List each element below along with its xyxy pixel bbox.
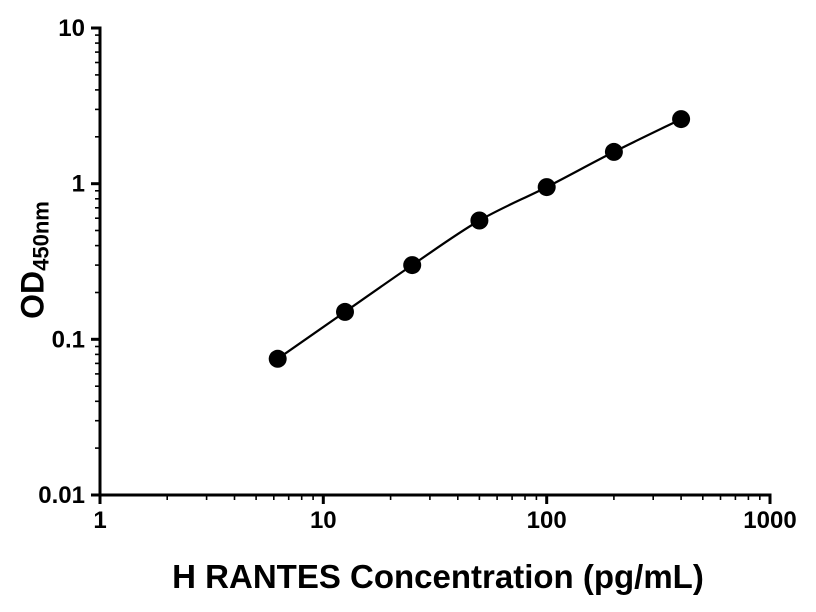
x-tick-label: 100 (527, 507, 567, 534)
y-tick-label: 0.1 (52, 326, 85, 353)
data-point (470, 211, 489, 230)
y-tick-label: 1 (72, 171, 85, 198)
y-tick-label: 0.01 (38, 482, 85, 509)
y-axis-title: OD450nm (14, 201, 54, 319)
data-point (403, 256, 422, 275)
axis-spines (98, 26, 772, 497)
data-point (537, 178, 556, 197)
y-axis-title-subscript: 450nm (28, 201, 54, 271)
data-point (672, 110, 691, 129)
x-tick-label: 1 (93, 507, 106, 534)
x-tick-label: 1000 (743, 507, 796, 534)
data-point (604, 142, 623, 161)
y-axis-title-main: OD (14, 270, 51, 319)
data-point (336, 302, 354, 321)
data-point (268, 349, 287, 368)
x-axis-title: H RANTES Concentration (pg/mL) (172, 558, 704, 595)
y-tick-label: 10 (58, 15, 85, 42)
x-tick-label: 10 (310, 507, 337, 534)
